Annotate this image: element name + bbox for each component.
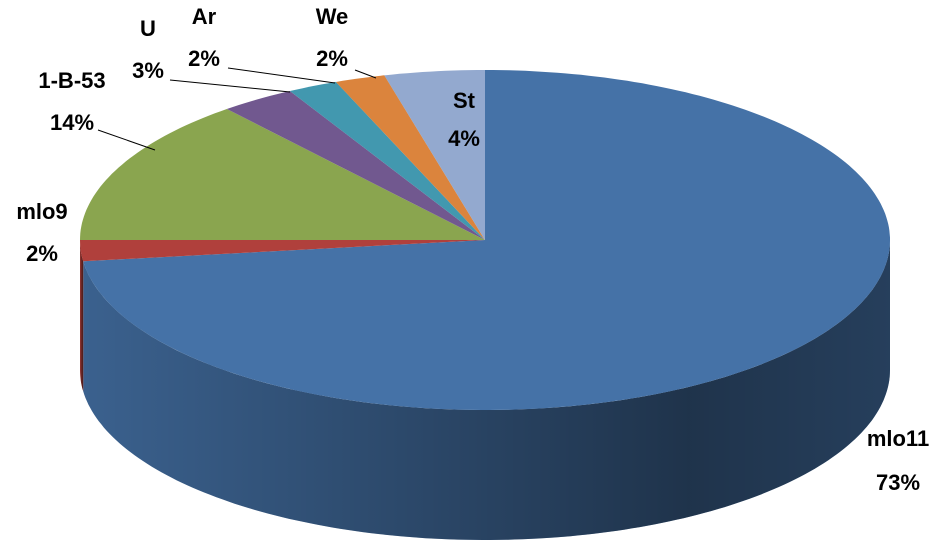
pie-slice [83,70,890,540]
pie-slice [80,240,485,392]
slice-top [335,75,485,240]
slice-top [80,109,485,240]
slice-category-label: St [453,88,476,113]
slice-value-label: 3% [132,58,164,83]
pie-slice [289,81,485,241]
slice-side-shade [83,240,890,540]
slice-value-label: 2% [316,46,348,71]
slice-top [83,70,890,410]
slice-top [80,240,485,262]
slice-top [384,70,485,240]
pie-slice [226,91,486,240]
slice-value-label: 14% [50,110,94,135]
leader-line [227,67,336,84]
slice-category-label: mlo11 [867,426,929,451]
slice-value-label: 73% [876,470,920,495]
slice-category-label: 1-B-53 [38,68,105,93]
slice-value-label: 2% [188,46,220,71]
slice-value-label: 4% [448,126,480,151]
slice-category-label: Ar [192,4,217,29]
slice-value-label: 2% [26,241,58,266]
pie-slice [384,70,485,240]
slice-top [289,81,485,241]
slice-category-label: mlo9 [16,199,67,224]
slice-category-label: We [316,4,349,29]
leader-line [169,79,291,93]
leader-line [97,129,156,151]
slice-side-shade [80,240,84,392]
slice-top [226,91,486,240]
leader-line [354,69,377,79]
pie-slice [80,109,485,240]
slice-category-label: U [140,16,156,41]
pie-slice [335,75,485,240]
